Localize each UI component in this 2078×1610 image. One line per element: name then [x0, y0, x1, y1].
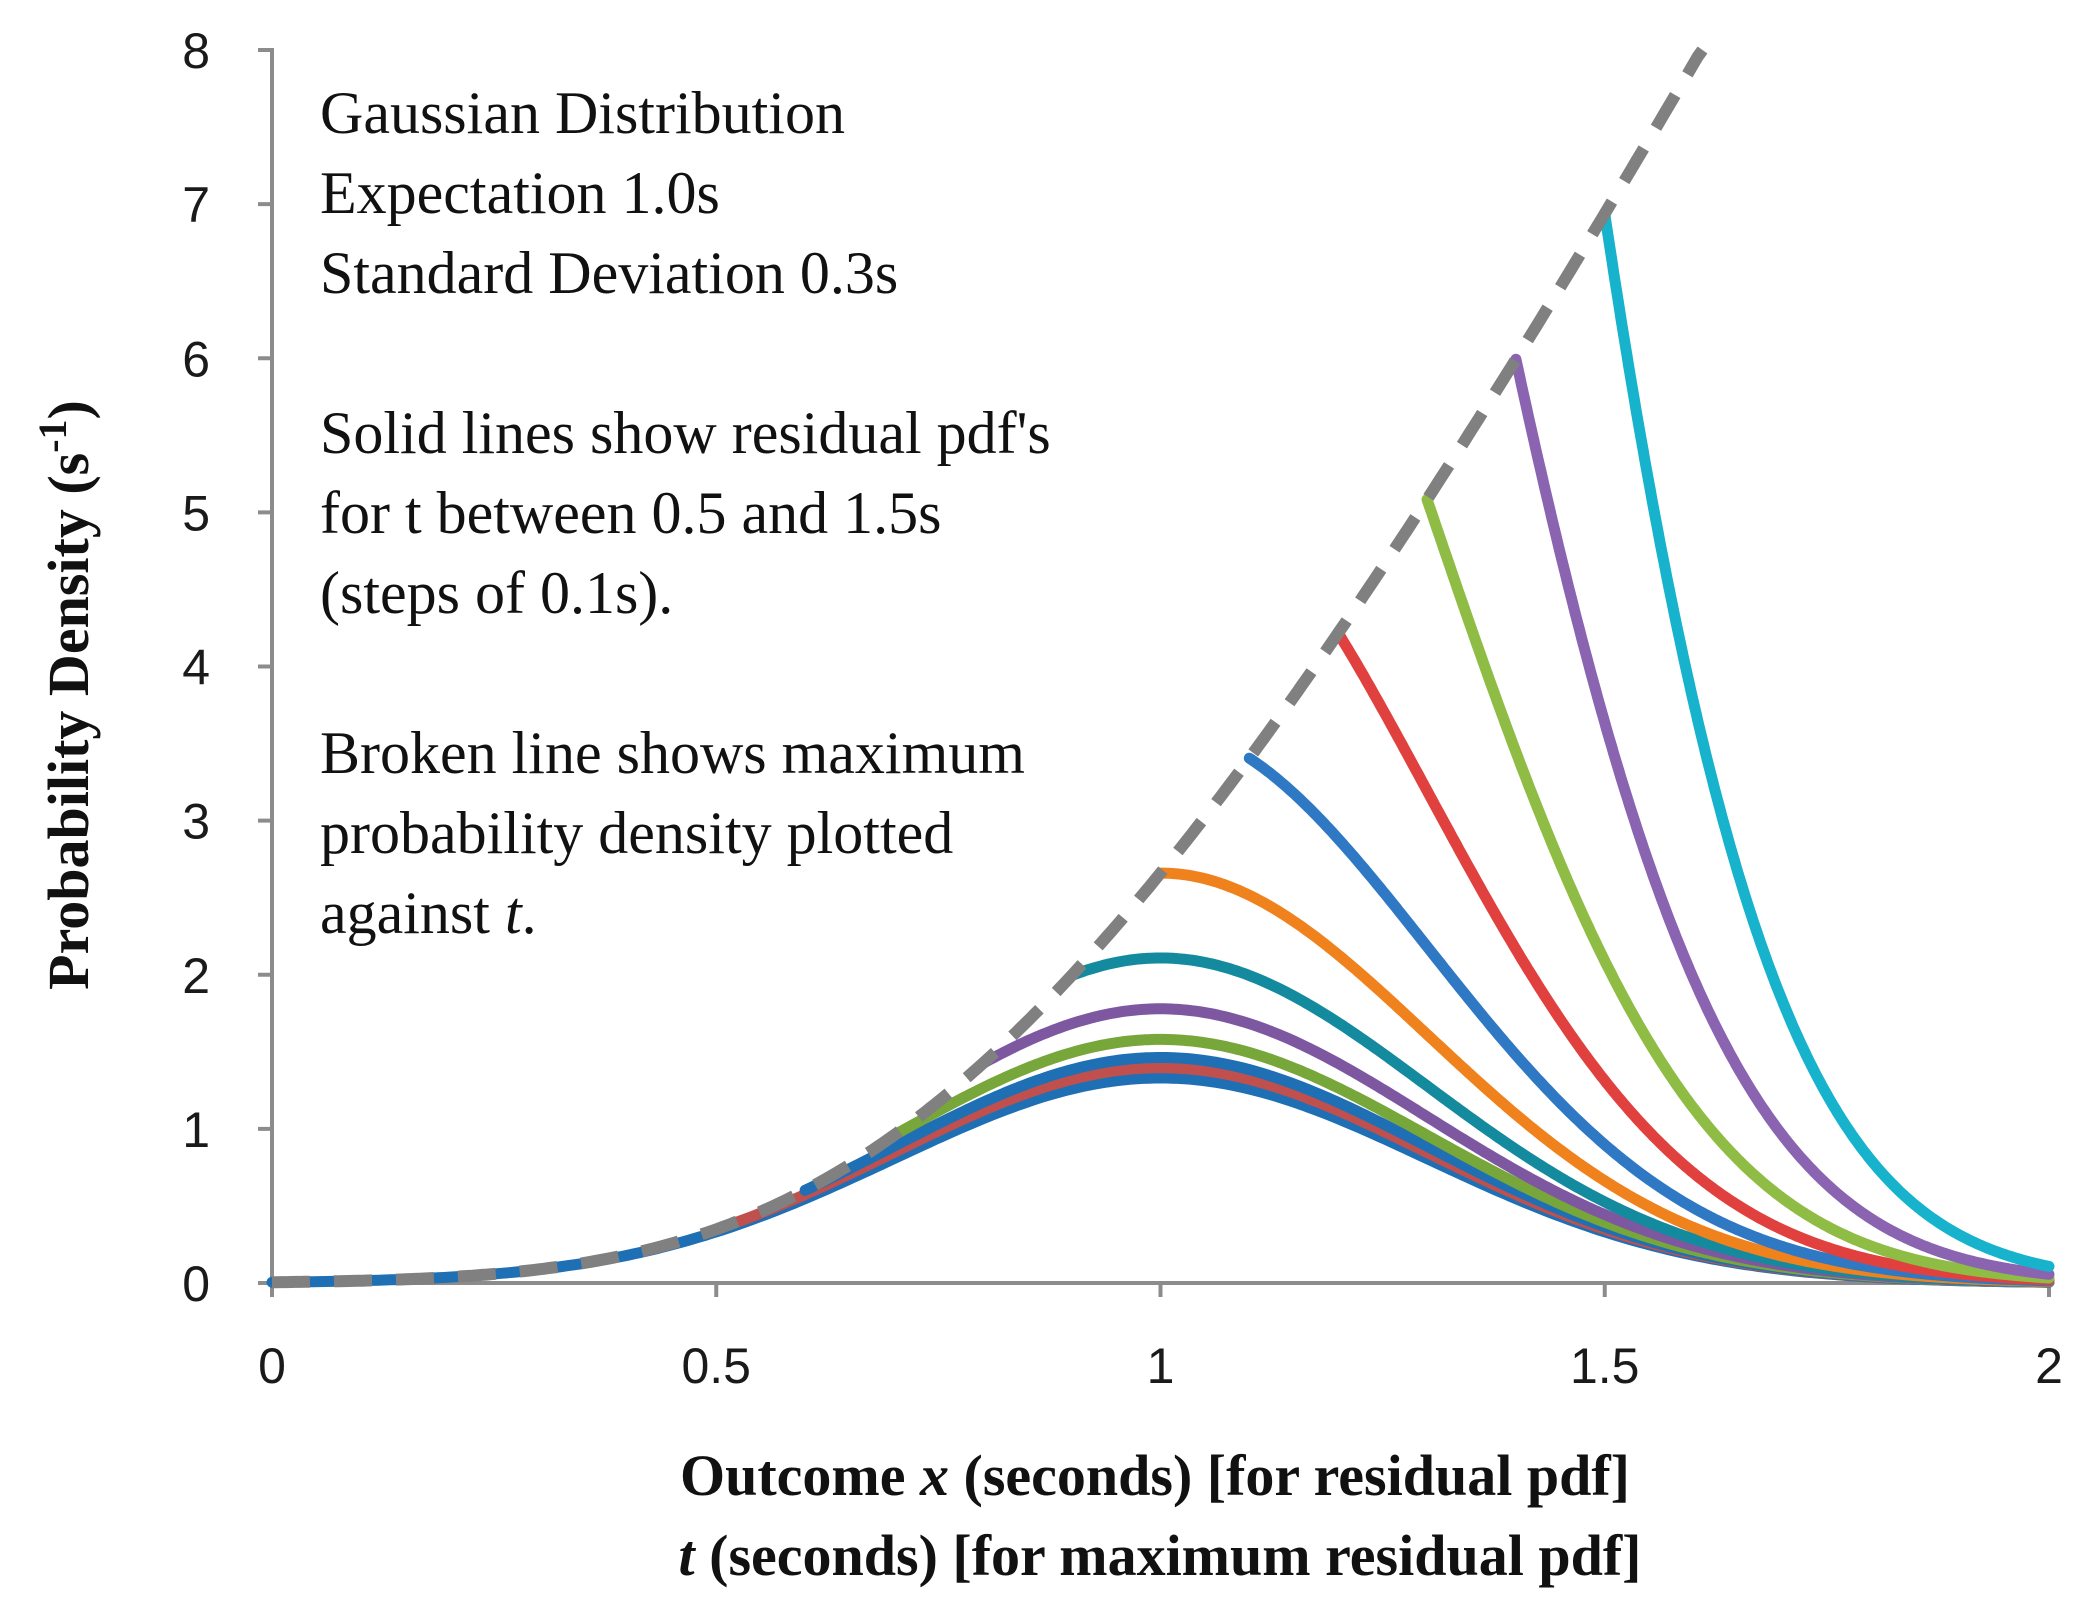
annotation-italic-t: t [505, 880, 523, 946]
annotation-block: Gaussian Distribution Expectation 1.0s Sta… [320, 80, 1051, 946]
annotation-line: Solid lines show residual pdf's [320, 400, 1051, 466]
annotation-line: Broken line shows maximum [320, 720, 1025, 786]
annotation-line: Expectation 1.0s [320, 160, 720, 226]
annotation-line: Standard Deviation 0.3s [320, 240, 898, 306]
axes [258, 48, 2051, 1297]
y-tick-label: 5 [182, 485, 210, 541]
x-tick-label: 1 [1147, 1338, 1175, 1394]
max-curve-layer [272, 46, 1708, 1289]
annotation-line: for t between 0.5 and 1.5s [320, 480, 942, 546]
y-tick-label: 0 [182, 1256, 210, 1312]
x-tick-label: 0 [258, 1338, 286, 1394]
x-tick-label: 1.5 [1570, 1338, 1640, 1394]
max-density-dashed-line [272, 46, 1708, 1289]
residual-pdf-series-t-1-5 [1599, 208, 2055, 1272]
y-tick-label: 4 [182, 640, 210, 696]
y-tick-label: 6 [182, 331, 210, 387]
y-tick-label: 3 [182, 794, 210, 850]
x-axis-title-line2: t (seconds) [for maximum residual pdf] [679, 1523, 1642, 1588]
y-tick-label: 2 [182, 948, 210, 1004]
annotation-line: Gaussian Distribution [320, 80, 845, 146]
residual-pdf-series-t-1-2 [1332, 627, 2055, 1286]
annotation-line: probability density plotted [320, 800, 953, 866]
y-axis-title: Probability Density (s-1) [30, 400, 101, 990]
tick-labels: 0 1 2 3 4 5 6 7 8 0 0.5 1 1.5 2 [182, 23, 2063, 1394]
x-tick-label: 0.5 [681, 1338, 751, 1394]
series-layer [266, 208, 2055, 1288]
y-tick-label: 1 [182, 1102, 210, 1158]
residual-pdf-series-t-1-4 [1510, 353, 2055, 1280]
x-axis-title-line1: Outcome x (seconds) [for residual pdf] [680, 1443, 1630, 1508]
x-tick-label: 2 [2035, 1338, 2063, 1394]
y-tick-label: 8 [182, 23, 210, 79]
residual-pdf-series-t-1-3 [1421, 494, 2055, 1284]
y-tick-label: 7 [182, 177, 210, 233]
annotation-line: (steps of 0.1s). [320, 560, 673, 626]
annotation-line: against t. [320, 880, 537, 946]
